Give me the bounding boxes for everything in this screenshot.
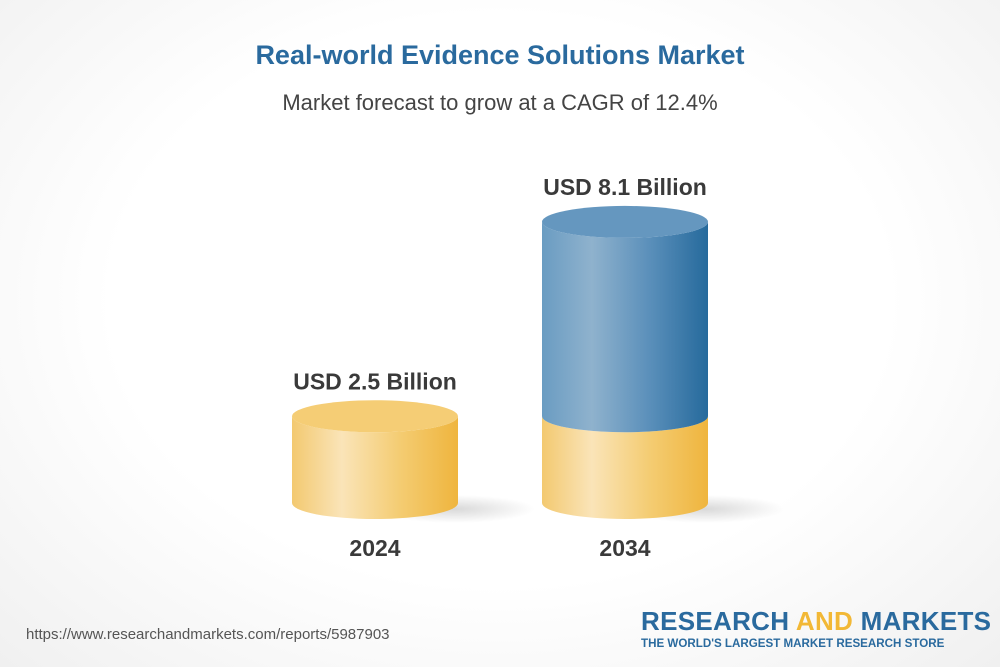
research-and-markets-logo: RESEARCH AND MARKETS THE WORLD'S LARGEST… bbox=[641, 606, 992, 650]
bar-2024-body bbox=[292, 416, 458, 519]
chart-subtitle: Market forecast to grow at a CAGR of 12.… bbox=[282, 90, 718, 115]
bar-growth-segment bbox=[542, 221, 708, 433]
bar-top bbox=[542, 205, 708, 238]
source-url[interactable]: https://www.researchandmarkets.com/repor… bbox=[26, 626, 390, 643]
bar-base-segment bbox=[542, 416, 708, 519]
category-label: 2024 bbox=[349, 535, 400, 561]
bar-top bbox=[292, 400, 458, 433]
data-label: USD 2.5 Billion bbox=[293, 368, 457, 394]
category-label: 2034 bbox=[599, 535, 650, 561]
chart-title: Real-world Evidence Solutions Market bbox=[255, 40, 745, 70]
data-label: USD 8.1 Billion bbox=[543, 174, 707, 200]
